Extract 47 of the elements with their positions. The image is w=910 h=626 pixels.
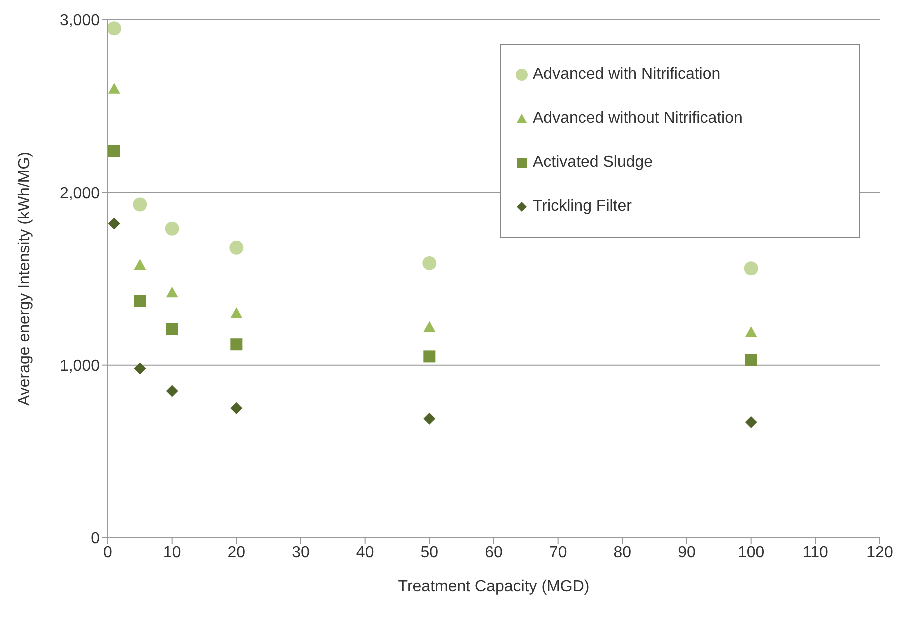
point [745,354,758,366]
point [165,222,180,236]
point [230,240,244,255]
point [108,22,122,36]
legend-label: Activated Sludge [533,154,654,172]
point [166,286,178,298]
point [108,145,120,158]
x-tick-label: 0 [104,544,113,562]
x-tick-label: 40 [356,544,374,562]
x-axis-title: Treatment Capacity (MGD) [398,578,590,596]
y-tick-label: 1,000 [60,358,100,376]
y-tick-label: 3,000 [60,12,100,30]
point [745,416,758,428]
point [230,402,243,414]
point [422,256,437,270]
y-axis-title: Average energy Intensity (kWh/MG) [16,152,34,406]
point [424,321,436,332]
x-tick-label: 20 [228,544,246,562]
x-tick-label: 100 [738,544,765,562]
x-tick-label: 70 [549,544,568,562]
point [744,262,758,276]
point [108,83,120,94]
point [134,295,146,308]
y-tick-label: 2,000 [60,185,100,202]
x-tick-label: 90 [678,544,696,562]
point [745,326,758,338]
x-tick-label: 10 [163,544,182,562]
point [166,323,178,336]
x-tick-label: 80 [614,544,632,562]
point [166,385,178,398]
y-tick-label: 0 [91,530,100,548]
point [424,350,436,363]
point [134,259,146,270]
point [133,198,148,212]
point [134,362,146,375]
legend-label: Trickling Filter [533,198,632,216]
point [230,308,243,318]
x-tick-label: 120 [866,544,894,562]
point [230,338,243,351]
legend-label: Advanced without Nitrification [533,110,743,128]
point [108,218,120,230]
x-tick-label: 110 [802,544,829,562]
x-tick-label: 30 [292,544,310,562]
legend-label: Advanced with Nitrification [533,66,721,84]
point [424,412,436,425]
x-tick-label: 50 [420,544,439,562]
x-tick-label: 60 [485,544,503,562]
